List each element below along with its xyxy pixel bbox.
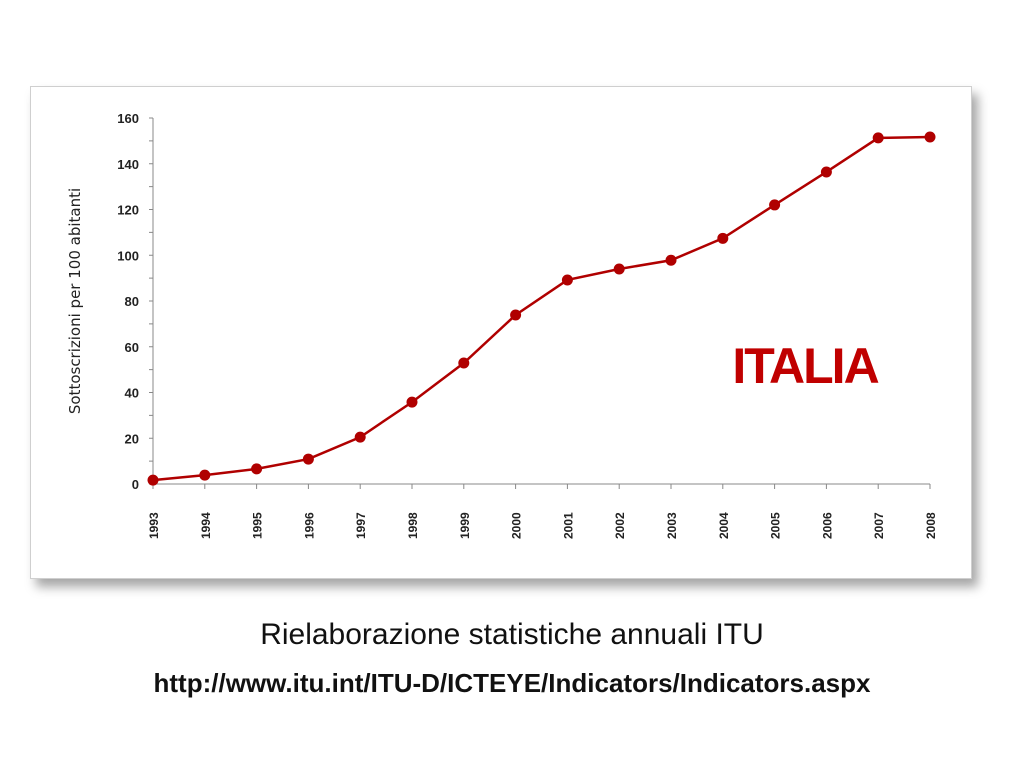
source-caption: Rielaborazione statistiche annuali ITU (260, 618, 764, 651)
series-line (152, 135, 931, 482)
y-tick-label: 140 (117, 157, 139, 172)
x-tick-label: 2004 (717, 512, 731, 539)
x-tick-label: 1995 (251, 512, 265, 539)
x-tick-label: 2003 (665, 512, 679, 539)
y-tick-label: 40 (125, 386, 139, 401)
x-tick-label: 1998 (406, 512, 420, 539)
x-tick-label: 2005 (769, 512, 783, 539)
data-point (354, 431, 366, 443)
y-tick-label: 100 (117, 248, 139, 263)
x-tick-label: 1999 (458, 512, 472, 539)
data-point (406, 396, 418, 408)
y-tick-label: 0 (132, 477, 139, 492)
x-tick-label: 1993 (147, 512, 161, 539)
x-tick-label: 2006 (820, 512, 834, 539)
data-point (251, 463, 263, 475)
y-tick-label: 80 (125, 294, 139, 309)
x-tick-label: 2002 (613, 512, 627, 539)
x-tick-label: 2000 (510, 512, 524, 539)
data-point (561, 274, 573, 286)
chart-annotation: ITALIA (732, 338, 878, 394)
x-tick-label: 2008 (924, 512, 938, 539)
y-tick-label: 120 (117, 203, 139, 218)
chart-frame (30, 86, 972, 579)
data-point (872, 132, 884, 144)
x-tick-label: 1994 (199, 512, 213, 539)
data-point (769, 199, 781, 211)
x-tick-label: 1996 (302, 512, 316, 539)
data-point (717, 232, 729, 244)
data-point (613, 263, 625, 275)
x-tick-label: 1997 (354, 512, 368, 539)
data-point (924, 131, 936, 143)
data-point (510, 309, 522, 321)
data-point (458, 357, 470, 369)
y-tick-label: 20 (125, 431, 139, 446)
x-tick-label: 2001 (561, 512, 575, 539)
data-point (665, 254, 677, 266)
data-point (820, 166, 832, 178)
data-point (147, 474, 159, 486)
data-point (302, 453, 314, 465)
source-url[interactable]: http://www.itu.int/ITU-D/ICTEYE/Indicato… (153, 668, 871, 698)
y-tick-label: 60 (125, 340, 139, 355)
y-axis-label: Sottoscrizioni per 100 abitanti (66, 188, 84, 414)
x-tick-label: 2007 (872, 512, 886, 539)
y-tick-label: 160 (117, 111, 139, 126)
data-point (199, 469, 211, 481)
